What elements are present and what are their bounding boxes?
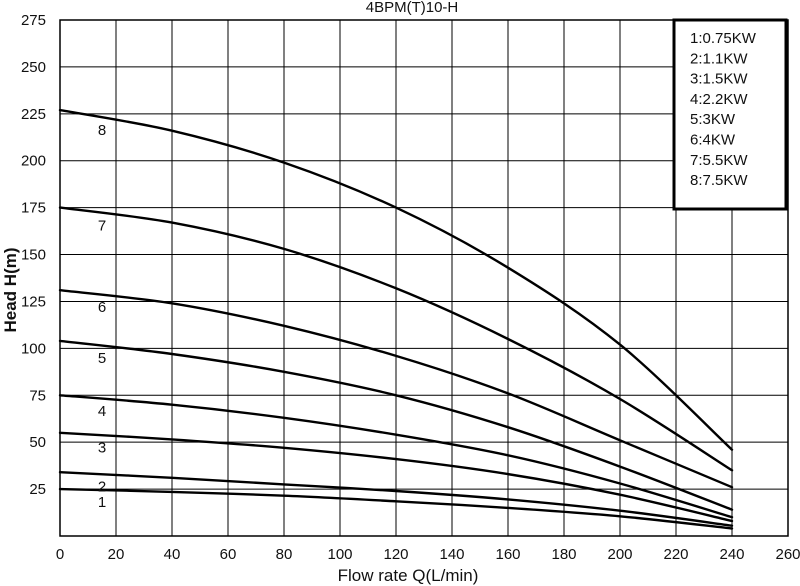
curve-label-6: 6 (98, 299, 106, 316)
x-tick-label: 240 (719, 546, 744, 563)
y-tick-label: 200 (21, 153, 46, 170)
curve-2 (58, 471, 734, 527)
legend-item: 2:1.1KW (690, 50, 748, 67)
y-tick-label: 50 (29, 434, 46, 451)
x-tick-label: 180 (551, 546, 576, 563)
x-tick-label: 260 (775, 546, 800, 563)
legend-item: 6:4KW (690, 132, 736, 149)
plot-frame (59, 19, 789, 537)
y-tick-label: 150 (21, 247, 46, 264)
x-tick-label: 140 (439, 546, 464, 563)
legend-item: 3:1.5KW (690, 71, 748, 88)
y-tick-label: 75 (29, 387, 46, 404)
legend-items: 1:0.75KW 2:1.1KW 3:1.5KW 4:2.2KW 5:3KW 6:4KW 7… (690, 30, 757, 189)
x-tick-label: 200 (607, 546, 632, 563)
y-tick-label: 275 (21, 12, 46, 29)
curve-label-8: 8 (98, 122, 106, 139)
y-tick-label: 25 (29, 481, 46, 498)
curve-6 (58, 289, 734, 489)
chart-title: 4BPM(T)10-H (366, 0, 459, 16)
x-tick-label: 40 (164, 546, 181, 563)
y-tick-label: 100 (21, 340, 46, 357)
curve-label-3: 3 (98, 439, 106, 456)
legend-item: 4:2.2KW (690, 91, 748, 108)
x-tick-labels: 0 20 40 60 80 100 120 140 160 180 200 220 240 260 (56, 546, 800, 563)
x-tick-label: 100 (327, 546, 352, 563)
curve-label-1: 1 (98, 494, 106, 511)
x-tick-label: 0 (56, 546, 64, 563)
y-axis-title: Head H(m) (1, 247, 20, 332)
curve-5 (58, 339, 734, 511)
y-tick-labels: 25 50 75 100 125 150 175 200 225 250 275 (21, 12, 46, 498)
curve-8 (58, 108, 734, 451)
curve-label-4: 4 (98, 403, 106, 420)
legend-box (672, 18, 788, 211)
curve-7 (58, 206, 734, 472)
legend: 1:0.75KW 2:1.1KW 3:1.5KW 4:2.2KW 5:3KW 6:4KW 7… (672, 18, 788, 211)
y-tick-label: 125 (21, 293, 46, 310)
legend-item: 8:7.5KW (690, 172, 748, 189)
legend-item: 7:5.5KW (690, 152, 748, 169)
curve-label-5: 5 (98, 350, 106, 367)
pump-curves (58, 108, 734, 530)
curve-labels: 12 3 4 5 6 7 8 (98, 122, 106, 511)
x-tick-label: 160 (495, 546, 520, 563)
y-tick-label: 175 (21, 200, 46, 217)
curve-3 (58, 431, 734, 523)
x-tick-label: 120 (383, 546, 408, 563)
legend-item: 1:0.75KW (690, 30, 757, 47)
y-tick-label: 250 (21, 59, 46, 76)
curve-label-2: 2 (98, 478, 106, 495)
curve-4 (58, 394, 734, 519)
legend-item: 5:3KW (690, 111, 736, 128)
curve-label-7: 7 (98, 217, 106, 234)
curve-1 (58, 487, 734, 530)
x-axis-title: Flow rate Q(L/min) (338, 566, 479, 585)
y-tick-label: 225 (21, 106, 46, 123)
x-tick-label: 220 (663, 546, 688, 563)
x-tick-label: 60 (220, 546, 237, 563)
x-tick-label: 20 (108, 546, 125, 563)
x-tick-label: 80 (276, 546, 293, 563)
